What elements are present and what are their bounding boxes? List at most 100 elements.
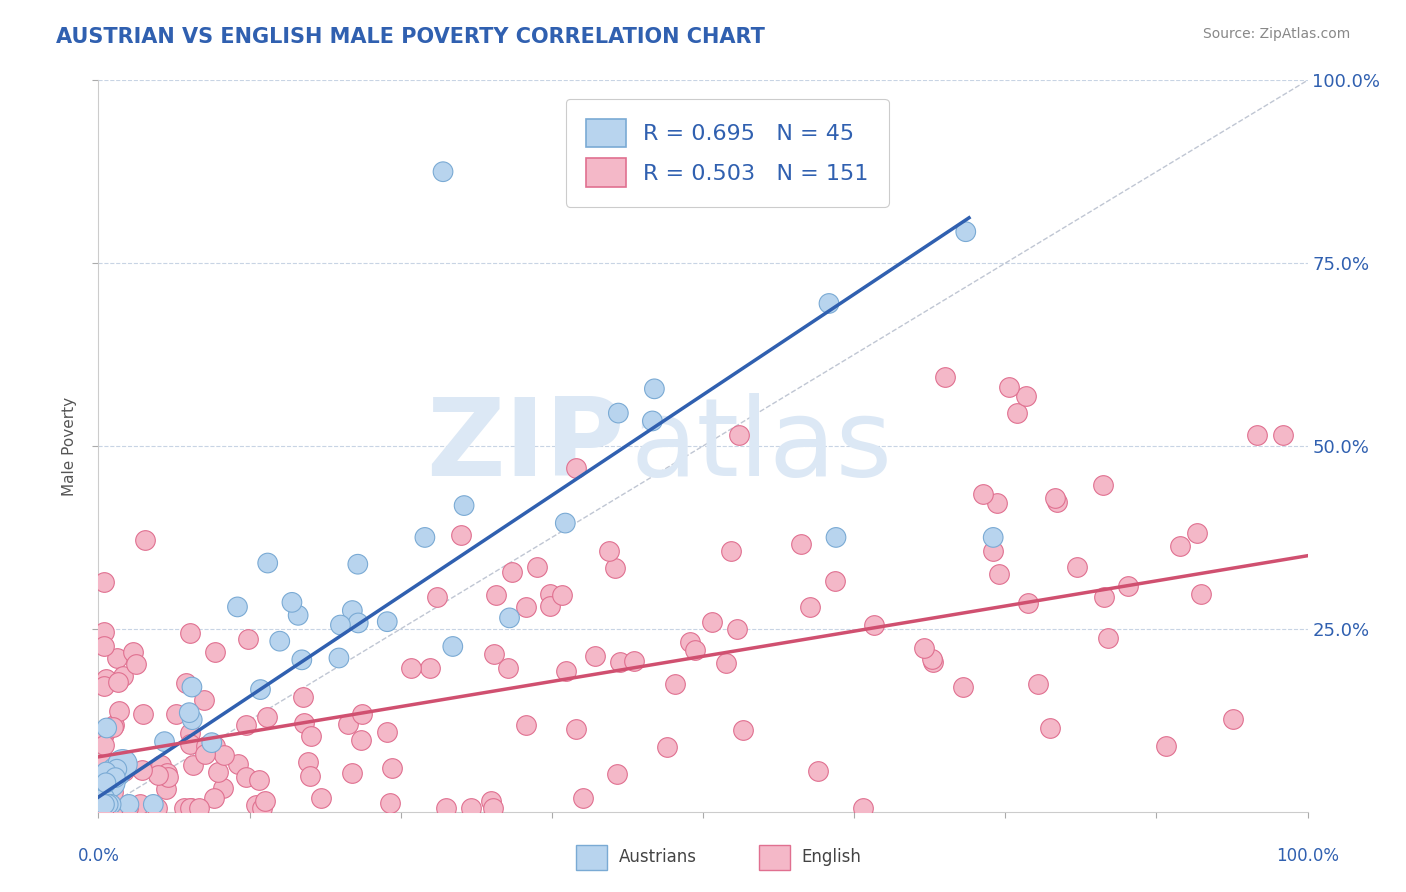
Point bbox=[235, 770, 257, 784]
Point bbox=[134, 533, 156, 547]
Point bbox=[1043, 491, 1066, 505]
Point bbox=[93, 575, 115, 590]
Point bbox=[342, 603, 364, 617]
Point bbox=[309, 791, 332, 805]
Point bbox=[165, 706, 187, 721]
Point bbox=[118, 797, 141, 812]
Point bbox=[179, 801, 201, 815]
Point bbox=[485, 588, 508, 602]
Point bbox=[381, 761, 404, 775]
Point bbox=[291, 690, 314, 705]
Point bbox=[986, 496, 1008, 510]
Point bbox=[413, 530, 436, 544]
Point bbox=[329, 618, 352, 632]
Point bbox=[195, 739, 218, 753]
Point bbox=[807, 764, 830, 779]
Point bbox=[299, 730, 322, 744]
Point bbox=[93, 625, 115, 640]
Point bbox=[981, 544, 1004, 558]
Point bbox=[247, 773, 270, 788]
Point bbox=[572, 790, 595, 805]
Point bbox=[214, 747, 236, 762]
Point bbox=[526, 559, 548, 574]
Point bbox=[155, 781, 177, 796]
Point bbox=[235, 718, 257, 732]
Point bbox=[173, 801, 195, 815]
Point bbox=[725, 622, 748, 636]
Point bbox=[1185, 525, 1208, 540]
Point bbox=[142, 797, 165, 812]
Point bbox=[1015, 389, 1038, 403]
Point bbox=[515, 599, 537, 614]
Point bbox=[129, 797, 152, 812]
Point bbox=[204, 645, 226, 659]
Point bbox=[105, 762, 128, 776]
Point bbox=[1066, 560, 1088, 574]
Point bbox=[226, 599, 249, 614]
Point bbox=[609, 655, 631, 669]
Point bbox=[256, 556, 278, 570]
Point bbox=[679, 635, 702, 649]
Point bbox=[105, 765, 128, 780]
Point bbox=[375, 724, 398, 739]
Point bbox=[426, 590, 449, 604]
Point bbox=[972, 487, 994, 501]
Text: 0.0%: 0.0% bbox=[77, 847, 120, 865]
Point bbox=[249, 682, 271, 697]
Point bbox=[281, 595, 304, 609]
Point bbox=[94, 764, 117, 779]
Point bbox=[100, 775, 122, 789]
Point bbox=[94, 673, 117, 687]
Point bbox=[623, 654, 645, 668]
Point bbox=[997, 380, 1019, 394]
Point bbox=[912, 640, 935, 655]
Point bbox=[555, 665, 578, 679]
Point bbox=[655, 739, 678, 754]
Point bbox=[565, 722, 588, 736]
Point bbox=[180, 801, 202, 815]
Point bbox=[93, 801, 115, 815]
Point bbox=[419, 661, 441, 675]
Point bbox=[156, 766, 179, 780]
Point bbox=[117, 801, 139, 815]
Point bbox=[292, 716, 315, 731]
Point bbox=[1026, 676, 1049, 690]
Point bbox=[93, 639, 115, 653]
Point bbox=[337, 717, 360, 731]
Point bbox=[212, 780, 235, 795]
Point bbox=[728, 428, 751, 442]
Point bbox=[583, 648, 606, 663]
Point bbox=[720, 544, 742, 558]
Y-axis label: Male Poverty: Male Poverty bbox=[62, 396, 77, 496]
Point bbox=[183, 758, 205, 772]
Point bbox=[605, 561, 627, 575]
Point bbox=[501, 565, 523, 579]
Point bbox=[347, 615, 370, 630]
Text: English: English bbox=[801, 848, 862, 866]
Point bbox=[97, 797, 120, 812]
Point bbox=[1246, 427, 1268, 442]
Point bbox=[201, 736, 224, 750]
Point bbox=[350, 733, 373, 747]
Point bbox=[256, 710, 278, 724]
Point bbox=[1007, 406, 1029, 420]
Point bbox=[157, 770, 180, 784]
Point bbox=[790, 537, 813, 551]
Point bbox=[641, 414, 664, 428]
Point bbox=[93, 727, 115, 741]
Point bbox=[104, 771, 127, 785]
Point bbox=[112, 764, 135, 779]
Point bbox=[538, 599, 561, 613]
Point bbox=[105, 764, 128, 779]
Text: atlas: atlas bbox=[630, 393, 893, 499]
Point bbox=[146, 801, 169, 815]
Point bbox=[103, 784, 125, 798]
Point bbox=[434, 801, 457, 815]
Point bbox=[1092, 590, 1115, 604]
Point bbox=[1222, 712, 1244, 726]
Point bbox=[1154, 739, 1177, 753]
Point bbox=[441, 640, 464, 654]
Point bbox=[297, 755, 319, 769]
Text: ZIP: ZIP bbox=[426, 393, 624, 499]
Point bbox=[606, 767, 628, 781]
